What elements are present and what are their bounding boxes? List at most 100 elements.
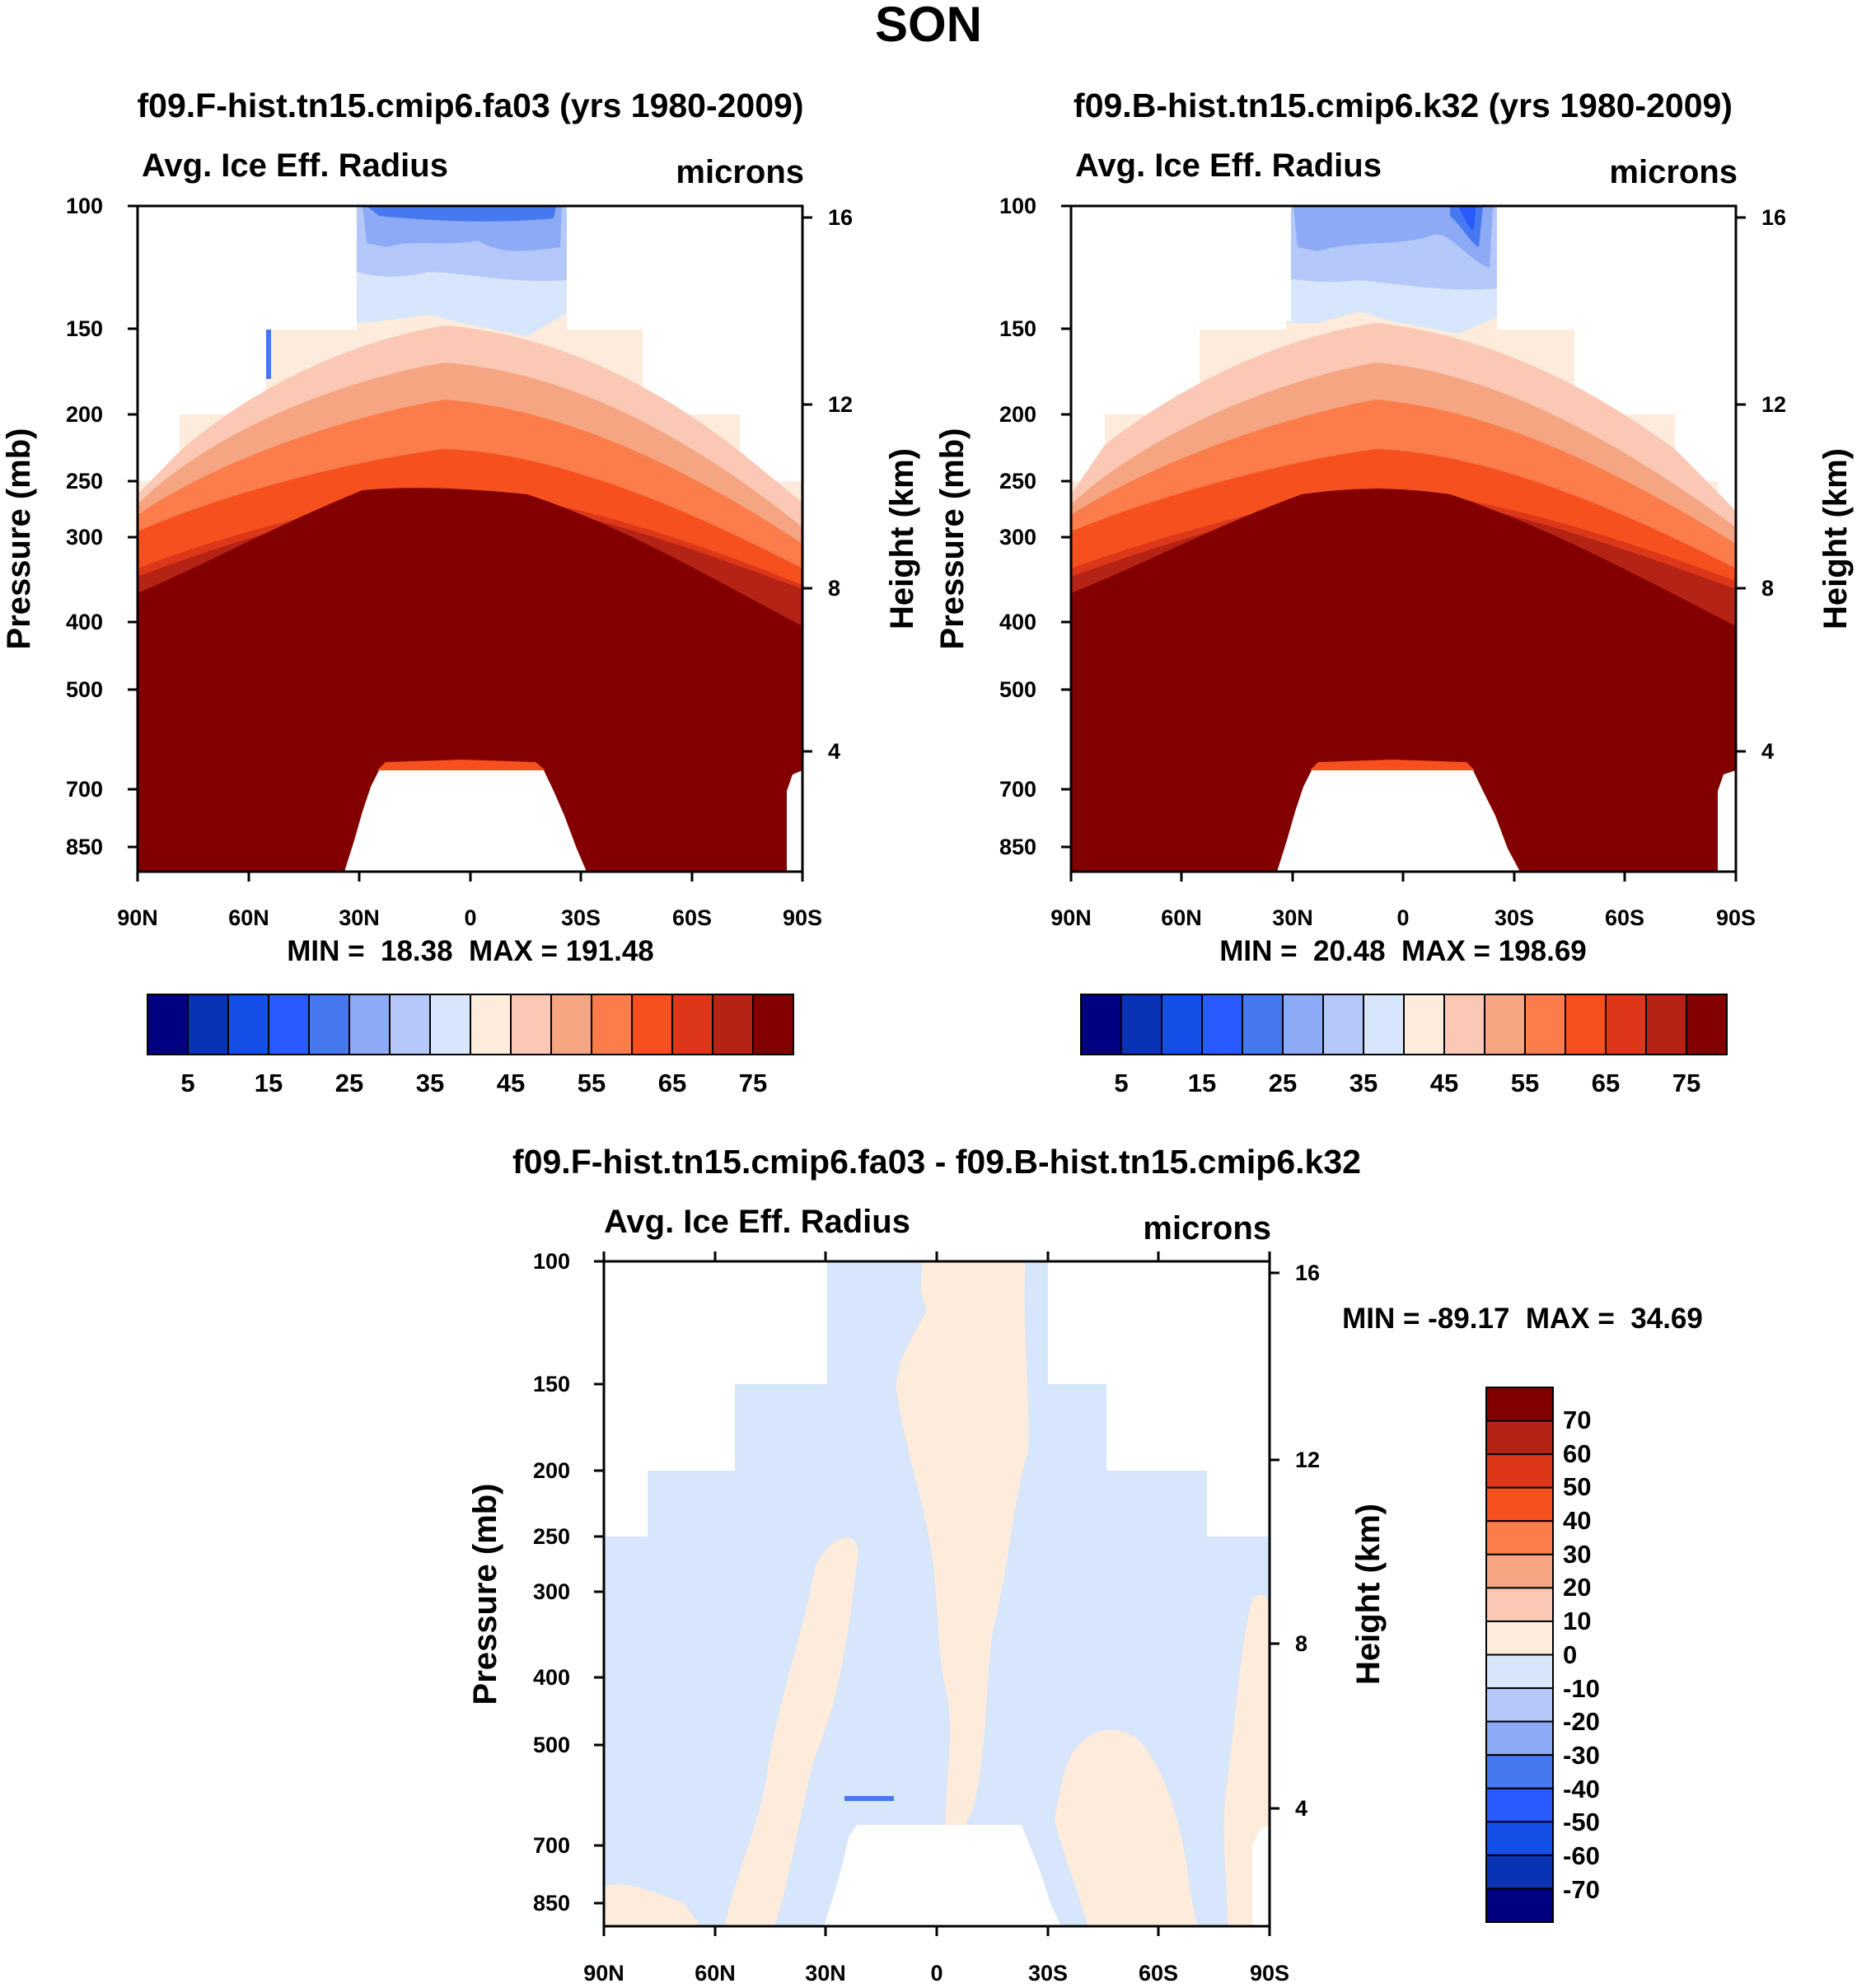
- colorbar-swatch: [1524, 994, 1566, 1055]
- colorbar-swatch: [1242, 994, 1284, 1055]
- colorbar-label: -40: [1563, 1775, 1600, 1803]
- colorbar-label: 15: [1188, 1069, 1216, 1097]
- colorbar-swatch: [1403, 994, 1445, 1055]
- colorbar-swatch: [1120, 994, 1162, 1055]
- colorbar-label: -50: [1563, 1808, 1600, 1836]
- panel-3-colorbar-labels: 70 60 50 40 30 20 10 0 -10 -20 -30 -40 -…: [1563, 1406, 1600, 1904]
- y-right-tick-label: 16: [1761, 205, 1786, 230]
- panel-1-colorbar: [147, 994, 794, 1055]
- y-right-tick-label: 16: [1295, 1261, 1320, 1285]
- y-tick-label: 500: [66, 677, 103, 702]
- y-tick-label: 400: [999, 610, 1036, 634]
- colorbar-label: -70: [1563, 1875, 1600, 1904]
- y-right-tick-label: 8: [1761, 576, 1774, 601]
- panel-2-y-right-tick-labels: 16 12 8 4: [1761, 205, 1786, 764]
- panel-1-blue-specks: [266, 330, 271, 379]
- colorbar-swatch: [1485, 1720, 1554, 1756]
- y-tick-label: 100: [999, 194, 1036, 218]
- y-tick-label: 500: [999, 677, 1036, 702]
- panel-3-colorbar: [1485, 1387, 1554, 1923]
- colorbar-swatch: [1485, 1821, 1554, 1856]
- colorbar-swatch: [671, 994, 713, 1055]
- panel-2-right-string: microns: [1609, 154, 1738, 190]
- colorbar-label: 35: [1349, 1069, 1378, 1097]
- panel-1-y-right-tick-labels: 16 12 8 4: [828, 205, 853, 764]
- x-tick-label: 90S: [1250, 1961, 1289, 1986]
- colorbar-label: -10: [1563, 1674, 1600, 1703]
- panel-2-y-axis-label: Pressure (mb): [934, 428, 971, 650]
- colorbar-swatch: [268, 994, 310, 1055]
- panel-2-tibet-rim: [1310, 760, 1475, 770]
- panel-2-antarctica: [1718, 770, 1736, 872]
- y-tick-label: 250: [66, 469, 103, 493]
- colorbar-swatch: [1485, 1587, 1554, 1622]
- y-tick-label: 850: [999, 835, 1036, 859]
- panel-2-stats: MIN = 20.48 MAX = 198.69: [1219, 935, 1587, 967]
- panel-3-tibet-streak: [844, 1796, 894, 1801]
- colorbar-swatch: [1485, 1887, 1554, 1923]
- colorbar-swatch: [1485, 1520, 1554, 1555]
- panel-1-y-tick-labels: 100 150 200 250 300 400 500 700 850: [66, 194, 103, 859]
- colorbar-label: -60: [1563, 1841, 1600, 1870]
- colorbar-label: 35: [416, 1069, 444, 1097]
- x-tick-label: 30N: [339, 905, 380, 930]
- panel-3-y-axis-label: Pressure (mb): [467, 1484, 503, 1705]
- panel-3-right-string: microns: [1143, 1210, 1271, 1247]
- colorbar-label: 10: [1563, 1607, 1591, 1635]
- y-tick-label: 150: [533, 1372, 570, 1396]
- colorbar-swatch: [752, 994, 794, 1055]
- panel-1-title: f09.F-hist.tn15.cmip6.fa03 (yrs 1980-200…: [138, 87, 804, 124]
- x-tick-label: 30N: [1272, 905, 1313, 930]
- panel-3-y-right-tick-labels: 16 12 8 4: [1295, 1261, 1320, 1821]
- panel-1-stats: MIN = 18.38 MAX = 191.48: [287, 935, 654, 967]
- x-tick-label: 90N: [1050, 905, 1092, 930]
- panel-3-positive-west: [725, 1537, 858, 1926]
- colorbar-label: -20: [1563, 1707, 1600, 1736]
- panel-1-contour-field: [138, 206, 802, 872]
- panel-3-positive-south: [1055, 1729, 1199, 1926]
- colorbar-swatch: [631, 994, 673, 1055]
- colorbar-swatch: [1485, 1620, 1554, 1656]
- colorbar-label: 0: [1563, 1640, 1577, 1669]
- panel-1-y-right-axis-label: Height (km): [884, 448, 920, 629]
- colorbar-label: 20: [1563, 1573, 1591, 1602]
- panel-1-x-tick-labels: 90N 60N 30N 0 30S 60S 90S: [117, 905, 822, 930]
- colorbar-label: 45: [1430, 1069, 1458, 1097]
- colorbar-label: 60: [1563, 1439, 1591, 1468]
- x-tick-label: 90S: [783, 905, 822, 930]
- colorbar-swatch: [1080, 994, 1122, 1055]
- colorbar-swatch: [1565, 994, 1607, 1055]
- colorbar-label: 75: [739, 1069, 767, 1097]
- colorbar-label: 70: [1563, 1406, 1591, 1434]
- colorbar-swatch: [591, 994, 633, 1055]
- y-tick-label: 700: [999, 777, 1036, 802]
- y-tick-label: 700: [66, 777, 103, 802]
- colorbar-swatch: [1201, 994, 1243, 1055]
- y-tick-label: 200: [66, 402, 103, 427]
- colorbar-swatch: [187, 994, 229, 1055]
- y-tick-label: 850: [66, 835, 103, 859]
- panel-1-band-max: [138, 488, 802, 872]
- colorbar-swatch: [1485, 1787, 1554, 1823]
- colorbar-swatch: [147, 994, 189, 1055]
- colorbar-swatch: [227, 994, 269, 1055]
- colorbar-swatch: [1322, 994, 1364, 1055]
- panel-2-colorbar-labels: 5 15 25 35 45 55 65 75: [1114, 1069, 1700, 1097]
- y-tick-label: 500: [533, 1733, 570, 1757]
- colorbar-swatch: [1605, 994, 1647, 1055]
- panel-3-stats: MIN = -89.17 MAX = 34.69: [1342, 1303, 1703, 1335]
- colorbar-swatch: [1485, 1420, 1554, 1456]
- colorbar-swatch: [1686, 994, 1728, 1055]
- colorbar-swatch: [1485, 1854, 1554, 1890]
- x-tick-label: 30S: [1028, 1961, 1068, 1986]
- colorbar-swatch: [1363, 994, 1405, 1055]
- y-tick-label: 300: [66, 525, 103, 550]
- y-tick-label: 400: [533, 1665, 570, 1690]
- y-right-tick-label: 12: [1761, 392, 1786, 417]
- x-tick-label: 60N: [1161, 905, 1202, 930]
- panel-1-tibet-rim: [377, 760, 545, 770]
- y-right-tick-label: 12: [1295, 1448, 1320, 1472]
- panel-1-colorbar-labels: 5 15 25 35 45 55 65 75: [180, 1069, 767, 1097]
- panel-1-band-25: [367, 206, 556, 222]
